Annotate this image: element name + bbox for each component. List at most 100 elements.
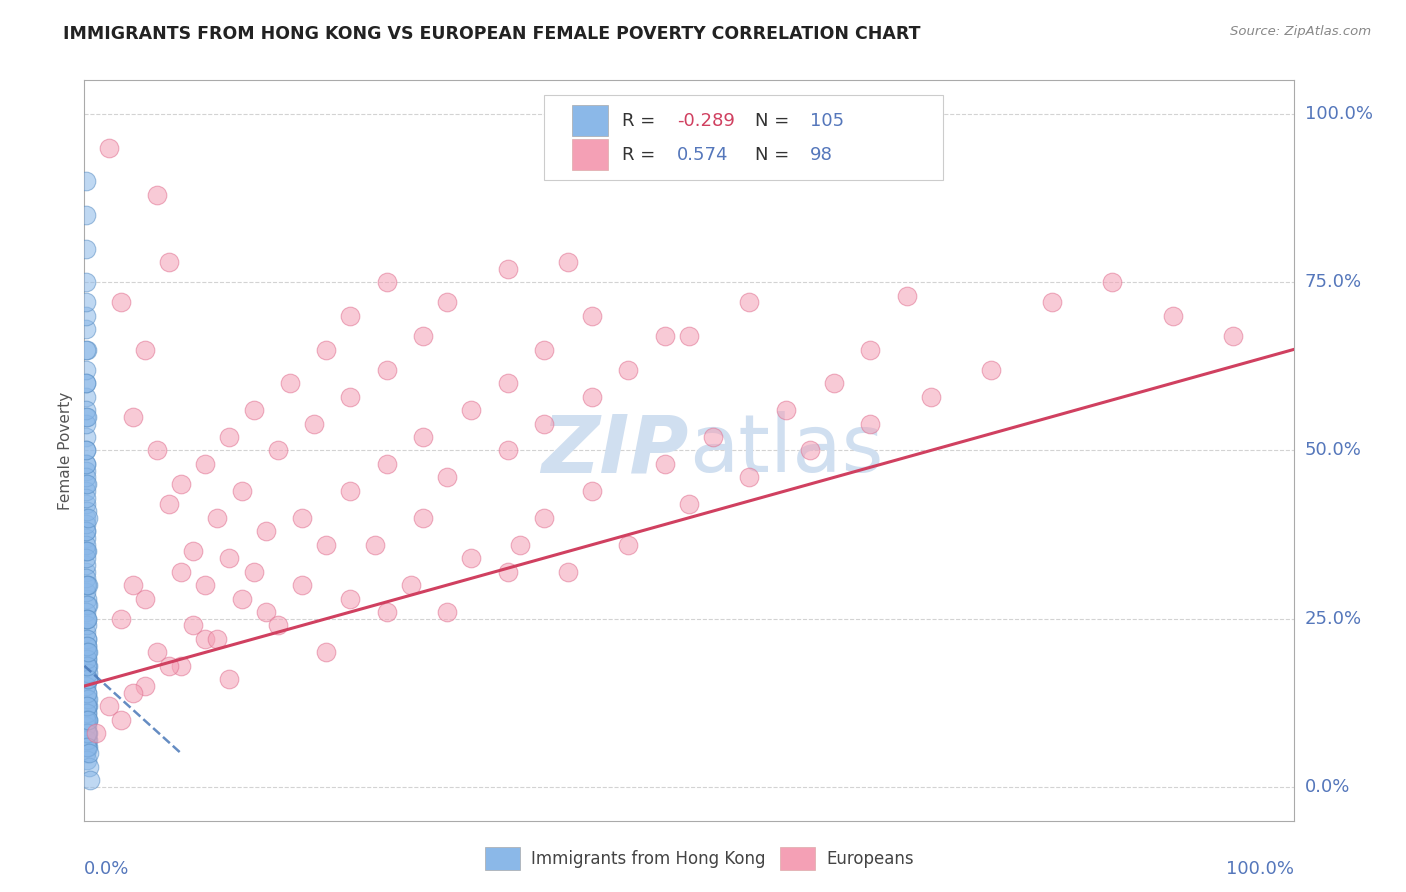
- Point: [75, 544, 97, 558]
- Point: [76, 739, 98, 754]
- Point: [859, 343, 882, 357]
- Point: [76, 599, 98, 613]
- Point: [75, 578, 97, 592]
- Point: [859, 417, 882, 431]
- Point: [181, 618, 204, 632]
- Point: [75, 612, 97, 626]
- Point: [436, 295, 458, 310]
- FancyBboxPatch shape: [572, 105, 607, 136]
- Point: [121, 686, 143, 700]
- FancyBboxPatch shape: [572, 139, 607, 170]
- Point: [496, 376, 519, 391]
- Point: [170, 477, 193, 491]
- Point: [194, 632, 217, 646]
- Point: [194, 578, 217, 592]
- Point: [557, 565, 579, 579]
- Point: [76, 739, 98, 754]
- Point: [339, 390, 361, 404]
- Point: [76, 732, 98, 747]
- Point: [97, 140, 120, 154]
- Point: [460, 403, 482, 417]
- Text: 0.574: 0.574: [676, 145, 728, 164]
- Point: [75, 679, 97, 693]
- Point: [75, 719, 97, 733]
- Point: [75, 491, 97, 505]
- Point: [76, 612, 98, 626]
- Point: [76, 726, 98, 740]
- Point: [75, 322, 97, 336]
- Point: [375, 362, 398, 376]
- Point: [77, 510, 100, 524]
- Point: [77, 599, 100, 613]
- Point: [77, 645, 100, 659]
- Point: [75, 565, 97, 579]
- Point: [267, 443, 290, 458]
- Point: [76, 686, 98, 700]
- Point: [75, 483, 97, 498]
- Point: [75, 470, 97, 484]
- Point: [75, 558, 97, 572]
- Point: [76, 706, 98, 720]
- Point: [181, 544, 204, 558]
- Point: [73, 658, 96, 673]
- Text: N =: N =: [755, 145, 790, 164]
- Point: [76, 645, 98, 659]
- Point: [231, 591, 253, 606]
- Point: [75, 584, 97, 599]
- Point: [1161, 309, 1184, 323]
- Point: [76, 652, 98, 666]
- Point: [617, 538, 640, 552]
- Point: [77, 578, 100, 592]
- Point: [436, 605, 458, 619]
- Text: 0.0%: 0.0%: [1305, 778, 1350, 796]
- Text: IMMIGRANTS FROM HONG KONG VS EUROPEAN FEMALE POVERTY CORRELATION CHART: IMMIGRANTS FROM HONG KONG VS EUROPEAN FE…: [63, 25, 921, 43]
- Point: [77, 658, 100, 673]
- Point: [97, 699, 120, 714]
- Text: Source: ZipAtlas.com: Source: ZipAtlas.com: [1230, 25, 1371, 38]
- Point: [291, 510, 314, 524]
- Point: [76, 639, 98, 653]
- Point: [157, 255, 180, 269]
- Point: [315, 343, 337, 357]
- Point: [77, 713, 100, 727]
- Point: [76, 719, 98, 733]
- Text: Immigrants from Hong Kong: Immigrants from Hong Kong: [531, 849, 766, 868]
- Point: [76, 343, 98, 357]
- Point: [77, 726, 100, 740]
- Text: R =: R =: [623, 145, 661, 164]
- Point: [76, 686, 98, 700]
- Point: [75, 430, 97, 444]
- Point: [75, 625, 97, 640]
- Point: [75, 571, 97, 585]
- Point: [75, 497, 97, 511]
- Point: [218, 673, 240, 687]
- Text: 50.0%: 50.0%: [1305, 442, 1361, 459]
- Point: [75, 390, 97, 404]
- Point: [375, 605, 398, 619]
- Point: [231, 483, 253, 498]
- Point: [77, 665, 100, 680]
- Point: [134, 591, 156, 606]
- Point: [76, 612, 98, 626]
- Point: [77, 692, 100, 706]
- Point: [110, 713, 132, 727]
- Point: [702, 430, 724, 444]
- Point: [76, 658, 98, 673]
- Point: [75, 679, 97, 693]
- Point: [76, 477, 98, 491]
- Text: 0.0%: 0.0%: [84, 860, 129, 878]
- Point: [75, 605, 97, 619]
- Point: [533, 417, 555, 431]
- Point: [254, 524, 277, 539]
- Point: [146, 443, 169, 458]
- Point: [75, 376, 97, 391]
- Point: [76, 692, 98, 706]
- Point: [76, 753, 98, 767]
- Point: [557, 255, 579, 269]
- Point: [86, 726, 108, 740]
- Point: [76, 632, 98, 646]
- Point: [291, 578, 314, 592]
- Point: [75, 531, 97, 545]
- Point: [75, 544, 97, 558]
- Point: [134, 679, 156, 693]
